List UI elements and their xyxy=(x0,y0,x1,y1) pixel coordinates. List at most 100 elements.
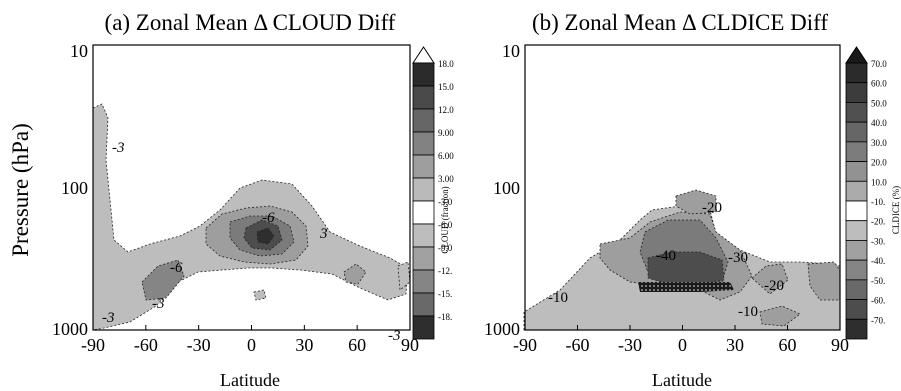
xtick-label: -60 xyxy=(134,335,158,355)
colorbar-swatch xyxy=(845,82,868,103)
colorbar-swatch xyxy=(412,108,435,133)
colorbar-extend-triangle xyxy=(845,46,868,64)
colorbar-tick-label: -40. xyxy=(871,256,885,266)
panel-b-contour-label: -30 xyxy=(728,250,748,266)
xtick-label: 90 xyxy=(401,335,419,355)
xtick-label: -60 xyxy=(566,335,590,355)
colorbar-tick-label: -50. xyxy=(871,276,885,286)
panel-b-colorbar-title: CLDICE (%) xyxy=(891,186,901,234)
xtick-label: 0 xyxy=(678,335,687,355)
colorbar-swatch xyxy=(845,200,868,222)
panel-b-xlabel: Latitude xyxy=(652,370,712,390)
panel-a-colorbar: 18.0 15.0 12.0 9.00 6.00 3.00 -3.0 -6.0 -9.0 -12.… xyxy=(412,46,454,340)
colorbar-swatch xyxy=(412,154,435,179)
colorbar-swatch xyxy=(845,121,868,143)
colorbar-tick-label: 30.0 xyxy=(871,138,887,148)
panel-a: (a) Zonal Mean Δ CLOUD Diff -3 -6 -6 xyxy=(8,10,454,390)
colorbar-swatch xyxy=(845,240,868,261)
colorbar-tick-label: 15.0 xyxy=(438,82,454,92)
colorbar-swatch xyxy=(845,220,868,241)
panel-b-region-neg20-bottom xyxy=(759,305,801,327)
panel-b-colorbar: 70.0 60.0 50.0 40.0 30.0 20.0 10.0 -10. -20. -30.… xyxy=(845,46,887,340)
colorbar-swatch xyxy=(412,177,435,202)
panel-b-region-neg20-right xyxy=(751,263,789,295)
colorbar-swatch xyxy=(412,223,435,248)
panel-b-ytick: 10 xyxy=(502,41,520,61)
colorbar-swatch xyxy=(845,299,868,320)
colorbar-swatch xyxy=(412,62,435,87)
xtick-label: 30 xyxy=(726,335,744,355)
colorbar-swatch xyxy=(845,318,868,340)
colorbar-swatch xyxy=(845,180,868,202)
colorbar-tick-label: 12.0 xyxy=(438,105,454,115)
panel-b-region-neg20-far xyxy=(807,261,841,301)
colorbar-tick-label: 18.0 xyxy=(438,59,454,69)
colorbar-swatch xyxy=(412,315,435,340)
panel-a-contour-label: -3 xyxy=(388,328,401,344)
panel-a-title: (a) Zonal Mean Δ CLOUD Diff xyxy=(105,10,396,35)
colorbar-tick-label: 70.0 xyxy=(871,59,887,69)
colorbar-tick-label: -12. xyxy=(438,266,452,276)
panel-b-contour-label: -40 xyxy=(656,248,676,264)
panel-b-ytick: 100 xyxy=(493,178,520,198)
colorbar-tick-label: -18. xyxy=(438,312,452,322)
xtick-label: -30 xyxy=(187,335,211,355)
panel-b-ytick: 1000 xyxy=(484,319,520,339)
colorbar-tick-label: -15. xyxy=(438,289,452,299)
colorbar-swatch xyxy=(412,131,435,156)
colorbar-swatch xyxy=(845,161,868,182)
xtick-label: 90 xyxy=(831,335,849,355)
panel-a-contour-label: -3 xyxy=(152,296,165,312)
panel-a-contour-label: -6 xyxy=(262,210,275,226)
colorbar-tick-label: -6.0 xyxy=(438,220,453,230)
xtick-label: 60 xyxy=(779,335,797,355)
panel-a-contour-label: 3 xyxy=(319,226,328,242)
colorbar-tick-label: -60. xyxy=(871,296,885,306)
colorbar-tick-label: -70. xyxy=(871,315,885,325)
xtick-label: -30 xyxy=(618,335,642,355)
colorbar-swatch xyxy=(412,200,435,225)
colorbar-tick-label: 40.0 xyxy=(871,118,887,128)
colorbar-swatch xyxy=(845,279,868,300)
xtick-label: 30 xyxy=(295,335,313,355)
xtick-label: 0 xyxy=(247,335,256,355)
panel-a-ylabel: Pressure (hPa) xyxy=(8,123,33,257)
colorbar-swatch xyxy=(412,269,435,294)
panel-b-contour-label: -10 xyxy=(548,290,568,306)
panel-b: (b) Zonal Mean Δ CLDICE Diff -20 -40 -30… xyxy=(484,10,901,390)
panel-a-region-neg6-left xyxy=(141,259,185,301)
colorbar-tick-label: 10.0 xyxy=(871,177,887,187)
panel-b-contour-label: -20 xyxy=(702,200,722,216)
colorbar-swatch xyxy=(845,141,868,162)
panel-a-contour-fills xyxy=(92,103,411,331)
colorbar-tick-label: -10. xyxy=(871,197,885,207)
colorbar-tick-label: 3.00 xyxy=(438,174,454,184)
panel-b-region-neg20-top xyxy=(675,189,717,215)
panel-b-contour-label: -20 xyxy=(764,278,784,294)
panel-a-ytick: 1000 xyxy=(52,319,88,339)
panel-a-xlabel: Latitude xyxy=(220,370,280,390)
panel-a-region-neg15 xyxy=(256,227,275,245)
colorbar-tick-label: 20.0 xyxy=(871,158,887,168)
panel-a-contour-label: -3 xyxy=(112,140,125,156)
xtick-label: -90 xyxy=(513,335,537,355)
xtick-label: -90 xyxy=(81,335,105,355)
colorbar-tick-label: -9.0 xyxy=(438,243,453,253)
colorbar-tick-label: -3.0 xyxy=(438,197,453,207)
panel-a-ytick: 10 xyxy=(70,41,88,61)
colorbar-tick-label: 60.0 xyxy=(871,79,887,89)
colorbar-tick-label: -20. xyxy=(871,217,885,227)
panel-a-region-neg6-small xyxy=(343,263,367,285)
colorbar-swatch xyxy=(412,292,435,317)
colorbar-extend-triangle xyxy=(412,46,435,64)
panel-a-contour-label: -3 xyxy=(102,310,115,326)
panel-a-ytick: 100 xyxy=(61,178,88,198)
colorbar-swatch xyxy=(412,246,435,271)
colorbar-tick-label: 9.00 xyxy=(438,128,454,138)
colorbar-tick-label: -30. xyxy=(871,236,885,246)
panel-a-region-neg3-spot xyxy=(253,289,267,301)
panel-a-contour-label: -6 xyxy=(170,260,183,276)
colorbar-swatch xyxy=(845,259,868,281)
panel-b-title: (b) Zonal Mean Δ CLDICE Diff xyxy=(532,10,828,35)
